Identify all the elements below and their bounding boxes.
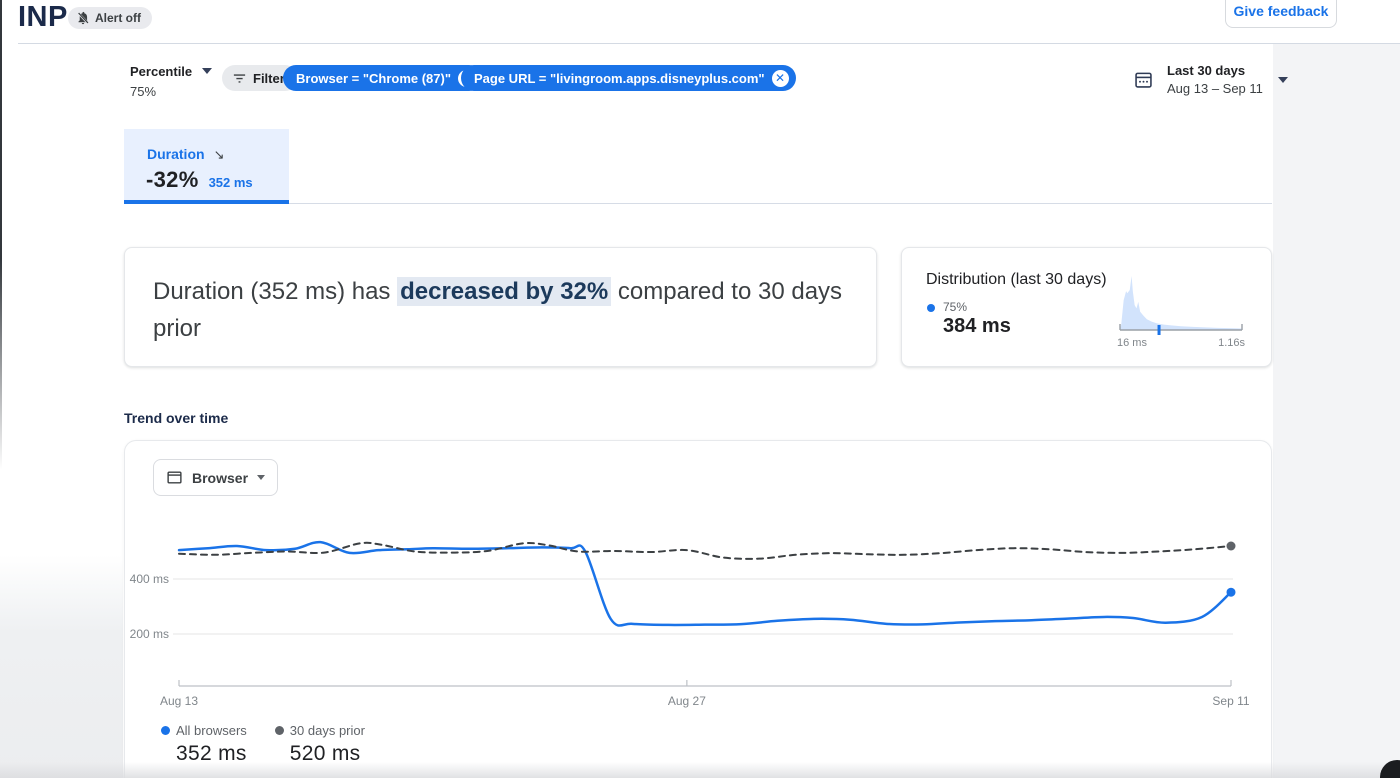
legend-label: All browsers [176,723,247,738]
date-preset-label: Last 30 days [1167,63,1246,78]
give-feedback-label: Give feedback [1233,3,1329,19]
trend-section-title: Trend over time [124,410,229,426]
tab-metric-value: 352 ms [208,175,253,190]
distribution-percentile: 75% [943,300,968,314]
tab-duration-label: Duration [147,146,205,162]
legend-dot-gray-icon [274,726,284,735]
percentile-dot-icon [927,304,935,312]
svg-text:Aug 13: Aug 13 [160,694,198,708]
filter-button-label: Filter [253,70,285,86]
browser-window-icon [167,471,182,484]
page-right-gutter [1273,44,1400,778]
chart-legend: All browsers 352 ms 30 days prior 520 ms [161,723,365,766]
percentile-label: Percentile [130,64,193,79]
page-left-gutter [0,555,123,778]
summary-card: Duration (352 ms) has decreased by 32% c… [124,247,877,367]
date-range-picker[interactable]: Last 30 days Aug 13 – Sep 11 [1133,63,1288,96]
tab-divider [124,203,1272,204]
distribution-value: 384 ms [943,315,1011,337]
tab-change-value: -32% [146,167,199,192]
alert-off-label: Alert off [95,11,141,25]
remove-filter-icon[interactable]: ✕ [771,69,789,87]
header-divider [18,43,1400,44]
svg-text:16 ms: 16 ms [1117,337,1147,349]
chevron-down-icon [257,475,266,480]
tab-duration[interactable]: Duration ↘ -32% 352 ms [124,129,289,204]
distribution-card: Distribution (last 30 days) 75% 384 ms 1… [901,247,1272,367]
screenshot-left-edge [0,0,2,470]
summary-text: Duration (352 ms) has decreased by 32% c… [153,277,843,342]
dimension-dropdown-browser[interactable]: Browser [153,459,279,496]
legend-item-all-browsers: All browsers 352 ms [161,723,247,766]
chevron-down-icon [1277,76,1288,83]
svg-text:Aug 27: Aug 27 [668,694,706,708]
filter-icon [233,73,246,83]
trend-down-icon: ↘ [213,147,225,162]
trend-chart-card: 400 ms 200 ms Aug 13 Aug 27 Sep 11 Browser A… [124,440,1272,778]
legend-dot-blue-icon [161,726,170,735]
legend-value: 352 ms [176,742,247,765]
summary-highlight: decreased by 32% [397,277,612,306]
filter-chip-browser[interactable]: Browser = "Chrome (87)" ✕ [283,65,483,91]
percentile-dropdown[interactable]: Percentile 75% [130,63,213,99]
dimension-dropdown-label: Browser [192,469,249,486]
distribution-histogram: 16 ms 1.16s [1117,276,1245,349]
distribution-title: Distribution (last 30 days) [926,271,1107,288]
bell-off-icon [77,11,89,25]
percentile-value: 75% [130,84,157,99]
trend-line-chart: 400 ms 200 ms Aug 13 Aug 27 Sep 11 [130,540,1250,708]
filter-chip-browser-label: Browser = "Chrome (87)" [296,70,452,86]
alert-off-toggle[interactable]: Alert off [68,7,152,29]
legend-item-30-days-prior: 30 days prior 520 ms [274,723,365,766]
page-title: INP [18,1,68,33]
calendar-icon [1135,72,1152,88]
legend-value: 520 ms [289,742,361,765]
svg-text:400 ms: 400 ms [130,572,169,586]
svg-text:1.16s: 1.16s [1218,337,1245,349]
chevron-down-icon [202,67,213,74]
legend-label: 30 days prior [289,723,365,738]
filter-chip-page-url-label: Page URL = "livingroom.apps.disneyplus.c… [474,70,765,86]
give-feedback-button[interactable]: Give feedback [1225,0,1337,28]
filter-chip-page-url[interactable]: Page URL = "livingroom.apps.disneyplus.c… [461,65,796,91]
date-range-label: Aug 13 – Sep 11 [1167,81,1263,96]
svg-text:200 ms: 200 ms [130,627,169,641]
svg-text:Sep 11: Sep 11 [1212,694,1249,708]
tab-active-underline [124,200,289,204]
